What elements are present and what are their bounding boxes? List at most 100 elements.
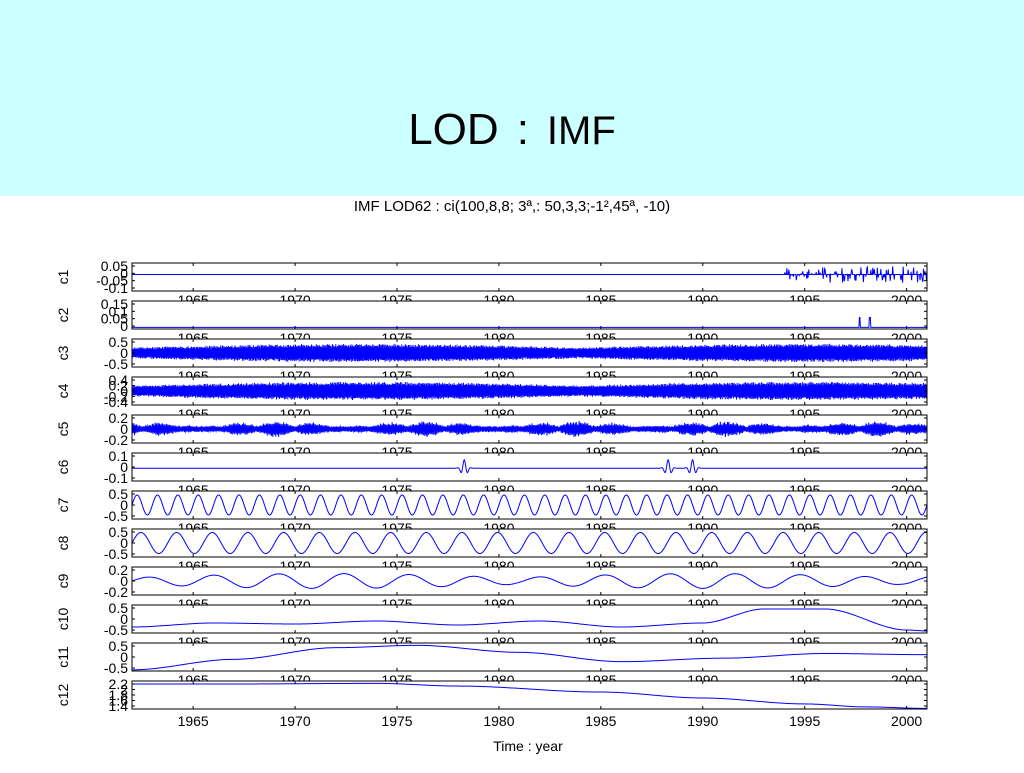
y-tick-label-c1: 0.05 — [101, 258, 128, 274]
series-line-c1 — [132, 265, 928, 283]
series-line-c3 — [131, 343, 928, 363]
panel-bg-c11 — [132, 643, 927, 671]
panel-c9: 1965 1970 1975 1980 1985 1990 1995 20000.20-0.2… — [55, 562, 928, 612]
y-tick-label-c4: -0.4 — [104, 394, 128, 410]
panel-c2: 1965 1970 1975 1980 1985 1990 1995 20000.150.10… — [55, 296, 928, 346]
y-tick-label-c10: 0.5 — [109, 600, 129, 616]
panel-label-c7: c7 — [55, 497, 71, 512]
x-tick-label: 1995 — [789, 713, 820, 729]
panel-frame-c2 — [131, 300, 928, 330]
x-tick-label: 1965 — [178, 713, 209, 729]
panel-frame-c1 — [131, 262, 928, 292]
y-tick-label-c3: 0 — [120, 345, 128, 361]
panel-label-c2: c2 — [55, 307, 71, 322]
y-tick-label-c9: 0 — [120, 573, 128, 589]
panel-bg-c6 — [132, 453, 927, 481]
panel-label-c1: c1 — [55, 269, 71, 284]
y-tick-label-c9: 0.2 — [109, 562, 129, 578]
panel-label-c12: c12 — [55, 684, 71, 707]
x-tick-label: 1985 — [585, 713, 616, 729]
y-tick-label-c7: 0 — [120, 497, 128, 513]
series-line-c5 — [131, 421, 928, 438]
y-tick-label-c3: -0.5 — [104, 356, 128, 372]
y-tick-label-c7: -0.5 — [104, 508, 128, 524]
x-tick-label: 1970 — [279, 713, 310, 729]
panel-c3: 1965 1970 1975 1980 1985 1990 1995 20000.50-0.5… — [55, 334, 928, 384]
series-line-c4 — [131, 381, 928, 401]
y-tick-label-c6: 0 — [120, 459, 128, 475]
panel-bg-c2 — [132, 301, 927, 329]
y-tick-label-c12: 1.8 — [109, 687, 129, 703]
chart-title: IMF LOD62 : ci(100,8,8; 3ª,: 50,3,3;-1²,… — [354, 198, 670, 215]
y-tick-label-c9: -0.2 — [104, 584, 128, 600]
y-tick-label-c11: 0 — [120, 649, 128, 665]
slide-title-main: LOD — [408, 105, 499, 154]
x-tick-label: 1990 — [687, 713, 718, 729]
x-axis-label: Time : year — [493, 738, 563, 754]
slide-title-separator: : — [516, 105, 529, 154]
y-tick-label-c1: -0.05 — [96, 273, 128, 289]
series-line-c8 — [131, 531, 928, 555]
y-tick-label-c8: -0.5 — [104, 546, 128, 562]
series-line-c6 — [132, 458, 927, 474]
series-line-c9 — [131, 573, 928, 589]
panel-label-c9: c9 — [55, 573, 71, 588]
y-tick-label-c5: 0 — [120, 421, 128, 437]
imf-figure: IMF LOD62 : ci(100,8,8; 3ª,: 50,3,3;-1²,… — [0, 196, 1024, 768]
panel-bg-c12 — [132, 681, 927, 709]
slide-header — [0, 0, 1024, 196]
series-line-c11 — [131, 644, 927, 671]
panel-label-c3: c3 — [55, 345, 71, 360]
y-tick-label-c6: 0.1 — [109, 448, 129, 464]
y-tick-label-c8: 0.5 — [109, 524, 129, 540]
panel-label-c10: c10 — [55, 608, 71, 631]
panel-c12: 2.221.81.61.4 c12 1965 1970 1975 1980 1985 1990… — [55, 676, 928, 729]
series-line-c2 — [132, 316, 927, 328]
imf-chart: IMF LOD62 : ci(100,8,8; 3ª,: 50,3,3;-1²,… — [55, 198, 928, 754]
y-tick-label-c1: 0 — [120, 265, 128, 281]
y-tick-label-c1: -0.1 — [104, 280, 128, 296]
x-tick-label: 2000 — [891, 713, 922, 729]
y-tick-label-c11: -0.5 — [104, 660, 128, 676]
panel-bg-c10 — [132, 605, 927, 633]
y-tick-label-c12: 2.2 — [109, 676, 129, 692]
y-tick-label-c12: 1.4 — [109, 698, 129, 714]
y-tick-label-c7: 0.5 — [109, 486, 129, 502]
y-tick-label-c4: 0.4 — [109, 372, 129, 388]
x-tick-label: 1980 — [483, 713, 514, 729]
panel-label-c5: c5 — [55, 421, 71, 436]
y-tick-label-c4: 0 — [120, 383, 128, 399]
y-tick-label-c4: 0.2 — [109, 378, 129, 394]
panel-label-c6: c6 — [55, 459, 71, 474]
y-tick-label-c2: 0.1 — [109, 303, 129, 319]
panel-bg-c9 — [132, 567, 927, 595]
panel-c10: 1965 1970 1975 1980 1985 1990 1995 20000.50-0.5… — [55, 600, 928, 650]
y-tick-label-c5: -0.2 — [104, 432, 128, 448]
panel-label-c4: c4 — [55, 383, 71, 398]
y-tick-label-c11: 0.5 — [109, 638, 129, 654]
chart-panels: 1965 1970 1975 1980 1985 1990 1995 20000.050-0.… — [55, 258, 928, 729]
series-line-c7 — [131, 494, 928, 516]
y-tick-label-c10: -0.5 — [104, 622, 128, 638]
y-tick-label-c12: 2 — [120, 682, 128, 698]
y-tick-label-c12: 1.6 — [109, 693, 129, 709]
panel-label-c8: c8 — [55, 535, 71, 550]
y-tick-label-c10: 0 — [120, 611, 128, 627]
y-tick-label-c2: 0.15 — [101, 296, 128, 312]
slide-title: LOD: IMF — [0, 104, 1024, 157]
y-tick-label-c2: 0 — [120, 318, 128, 334]
y-tick-label-c8: 0 — [120, 535, 128, 551]
y-tick-label-c5: 0.2 — [109, 410, 129, 426]
y-tick-label-c4: -0.2 — [104, 389, 128, 405]
slide-title-sub: IMF — [546, 109, 616, 153]
panel-bg-c8 — [132, 529, 927, 557]
y-tick-label-c2: 0.05 — [101, 311, 128, 327]
y-tick-label-c6: -0.1 — [104, 470, 128, 486]
panel-bg-c1 — [132, 263, 927, 291]
y-tick-label-c3: 0.5 — [109, 334, 129, 350]
series-line-c12 — [132, 682, 927, 709]
x-tick-label: 1975 — [381, 713, 412, 729]
series-line-c10 — [131, 608, 928, 632]
panel-label-c11: c11 — [55, 646, 71, 668]
panel-c7: 1965 1970 1975 1980 1985 1990 1995 20000.50-0.5… — [55, 486, 928, 536]
